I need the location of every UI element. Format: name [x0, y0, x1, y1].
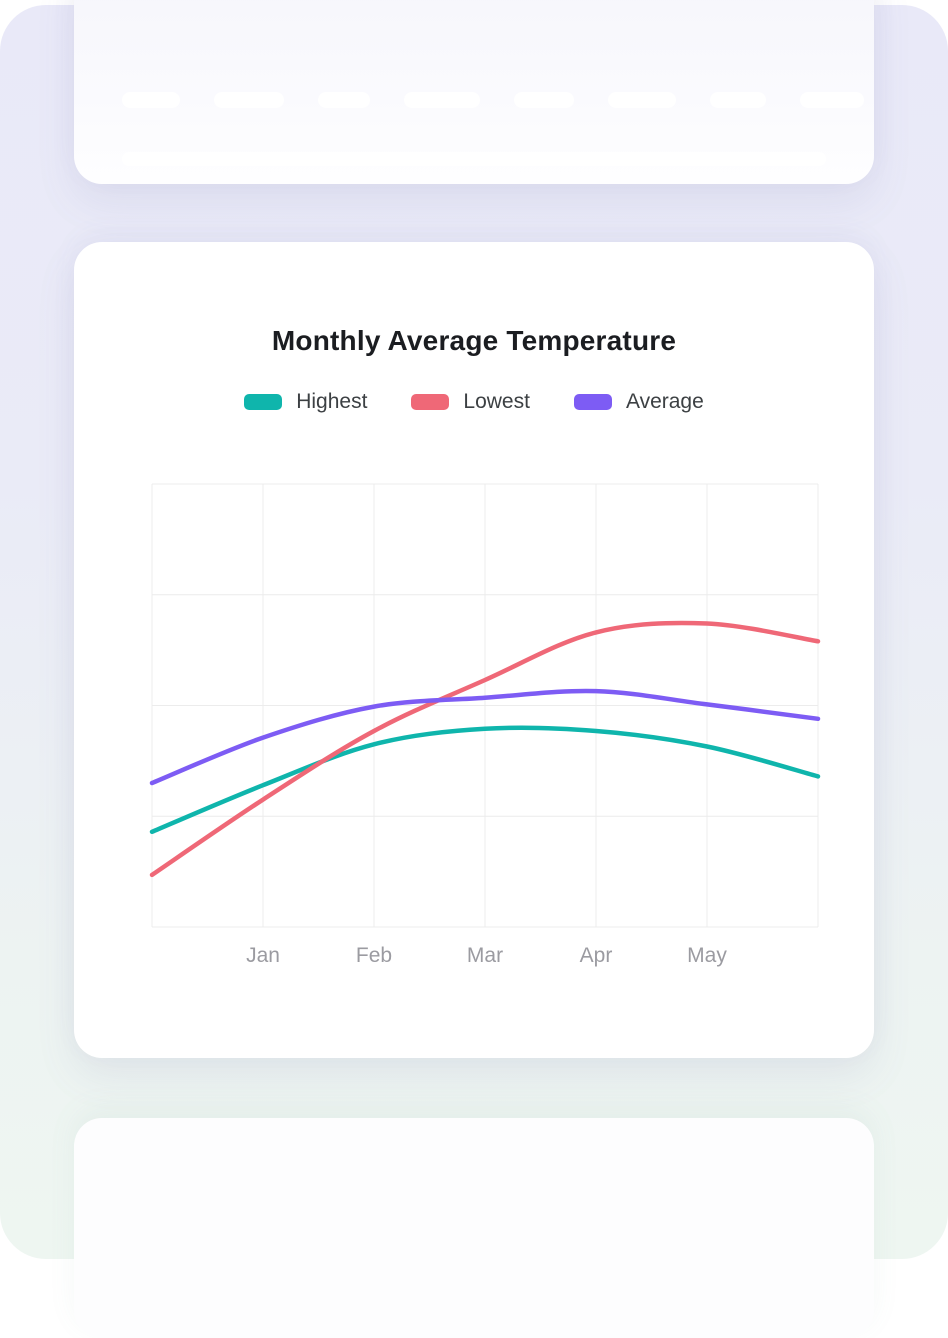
- bottom-card: [74, 1118, 874, 1338]
- legend-label: Highest: [296, 390, 368, 413]
- x-axis-label-feb: Feb: [356, 944, 392, 967]
- legend-swatch-icon: [244, 394, 283, 410]
- chart-card: Monthly Average Temperature Highest Lowes…: [74, 242, 874, 1058]
- x-axis-label-apr: Apr: [580, 944, 613, 967]
- x-axis-label-may: May: [687, 944, 727, 967]
- legend-label: Lowest: [463, 390, 530, 413]
- x-axis-label-mar: Mar: [467, 944, 503, 967]
- chart-legend: Highest Lowest Average: [74, 390, 874, 414]
- legend-swatch-icon: [573, 394, 612, 410]
- skeleton-row: [122, 92, 864, 108]
- legend-swatch-icon: [411, 394, 450, 410]
- chart-title: Monthly Average Temperature: [271, 325, 677, 356]
- temperature-line-chart: Jan Feb Mar Apr May: [149, 483, 821, 967]
- legend-item-average[interactable]: Average: [573, 390, 704, 414]
- series-line-highest[interactable]: [149, 725, 821, 835]
- x-axis-label-jan: Jan: [246, 944, 280, 967]
- legend-item-lowest[interactable]: Lowest: [411, 390, 530, 414]
- legend-item-highest[interactable]: Highest: [244, 390, 367, 414]
- skeleton-stripe: [122, 152, 826, 166]
- legend-label: Average: [625, 390, 704, 413]
- top-card: [74, 0, 874, 184]
- series-line-average[interactable]: [149, 688, 821, 786]
- series-line-lowest[interactable]: [149, 620, 821, 878]
